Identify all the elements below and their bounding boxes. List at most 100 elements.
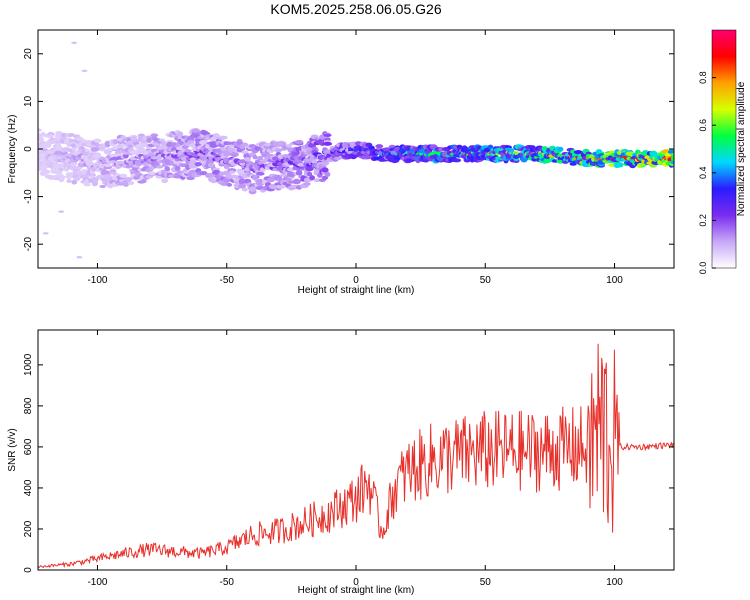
spectrogram-y-tick-label: 20 (23, 48, 34, 60)
spectrogram-cell (248, 186, 257, 192)
spectrogram-cell (186, 176, 195, 181)
spectrogram-cell (306, 171, 313, 177)
spectrogram-cell (71, 179, 78, 185)
spectrogram-cell (321, 167, 329, 173)
spectrogram-x-tick-label: 0 (353, 275, 359, 286)
snr-y-tick-label: 0 (23, 567, 34, 573)
spectrogram-cell (368, 145, 375, 150)
spectrogram-cell (61, 147, 71, 153)
spectrogram-cell (508, 148, 514, 152)
spectrogram-cell (257, 155, 264, 161)
spectrogram-cell (184, 149, 192, 153)
spectrogram-cell (667, 150, 674, 154)
spectrogram-x-tick-label: 50 (480, 275, 492, 286)
colorbar-tick-label: 0.8 (698, 71, 708, 84)
spectrogram-cell (282, 154, 290, 158)
spectrogram-cell (122, 153, 129, 159)
spectrogram-cell (139, 142, 149, 148)
spectrogram-cell (241, 150, 249, 155)
snr-y-tick-label: 400 (23, 479, 34, 496)
spectrogram-cell (309, 175, 315, 181)
spectrogram-cell (625, 151, 635, 156)
spectrogram-cell (54, 170, 63, 176)
spectrogram-cell (99, 184, 106, 189)
spectrogram-cell (38, 136, 45, 142)
colorbar-tick-label: 0.0 (698, 262, 708, 275)
snr-x-axis-label: Height of straight line (km) (298, 585, 415, 596)
colorbar-tick-label: 0.2 (698, 214, 708, 227)
spectrogram-cell (76, 256, 83, 259)
spectrogram-y-ticks: -20 -10 0 10 20 (23, 48, 674, 252)
spectrogram-cell (58, 177, 65, 183)
spectrogram-cell (236, 141, 244, 145)
spectrogram-cell (199, 139, 208, 146)
spectrogram-cell (146, 137, 152, 143)
snr-y-tick-label: 600 (23, 438, 34, 455)
spectrogram-x-axis-label: Height of straight line (km) (298, 285, 415, 296)
colorbar-label: Normalized spectral amplitude (736, 81, 747, 216)
spectrogram-x-tick-label: -50 (220, 275, 235, 286)
snr-series-line (38, 343, 674, 569)
spectrogram-cell (137, 147, 146, 153)
colorbar-ticks: 0.0 0.2 0.4 0.6 0.8 (698, 71, 716, 274)
spectrogram-cell (573, 150, 583, 155)
snr-x-tick-label: 50 (480, 577, 492, 588)
spectrogram-cell (286, 171, 296, 177)
spectrogram-cell (113, 153, 123, 157)
spectrogram-cell (238, 183, 247, 189)
spectrogram-cell (241, 142, 249, 148)
figure-title: KOM5.2025.258.06.05.G26 (270, 1, 441, 17)
spectrogram-x-ticks: -100 -50 0 50 100 (87, 30, 623, 286)
spectrogram-cells (38, 41, 674, 259)
snr-x-tick-label: -100 (87, 577, 107, 588)
spectrogram-cell (452, 158, 462, 163)
snr-y-ticks: 0 200 400 600 800 1000 (23, 353, 674, 573)
spectrogram-cell (294, 139, 304, 145)
spectrogram-cell (57, 163, 65, 168)
spectrogram-cell (195, 168, 202, 173)
spectrogram-cell (292, 179, 301, 185)
spectrogram-cell (670, 160, 674, 165)
colorbar: 0.0 0.2 0.4 0.6 0.8 Normalized spectral ampl… (698, 29, 747, 274)
spectrogram-cell (334, 156, 342, 161)
spectrogram-cell (302, 182, 311, 186)
spectrogram-cell (123, 177, 134, 182)
spectrogram-cell (150, 133, 159, 138)
spectrogram-cell (323, 133, 332, 138)
spectrogram-y-axis-label: Frequency (Hz) (7, 115, 18, 184)
spectrogram-cell (120, 143, 127, 148)
spectrogram-cell (189, 133, 197, 139)
spectrogram-cell (58, 210, 65, 213)
snr-x-tick-label: -50 (220, 577, 235, 588)
spectrogram-cell (177, 131, 184, 137)
spectrogram-cell (148, 171, 156, 176)
spectrogram-cell (311, 159, 318, 165)
spectrogram-cell (54, 133, 63, 139)
spectrogram-cell (155, 165, 164, 169)
spectrogram-cell (125, 164, 132, 169)
snr-panel: -100 -50 0 50 100 0 200 400 600 800 1000 Height o… (7, 329, 675, 596)
spectrogram-cell (58, 167, 64, 172)
spectrogram-cell (252, 174, 258, 181)
spectrogram-cell (56, 142, 62, 149)
spectrogram-y-tick-label: 0 (23, 146, 34, 152)
spectrogram-cell (73, 177, 81, 182)
spectrogram-cell (243, 178, 252, 184)
spectrogram-cell (38, 128, 42, 132)
spectrogram-cell (141, 178, 147, 184)
colorbar-gradient (711, 29, 737, 269)
spectrogram-cell (207, 162, 215, 168)
spectrogram-cell (285, 144, 293, 148)
snr-x-ticks: -100 -50 0 50 100 (87, 330, 623, 588)
spectrogram-cell (256, 171, 265, 176)
spectrogram-cell (79, 146, 85, 150)
spectrogram-cell (111, 146, 120, 150)
spectrogram-y-tick-label: -20 (23, 237, 34, 252)
spectrogram-cell (243, 156, 251, 162)
spectrogram-cell (323, 141, 333, 146)
spectrogram-cell (52, 165, 61, 172)
spectrogram-cell (262, 158, 269, 163)
spectrogram-cell (48, 134, 54, 139)
spectrogram-cell (104, 163, 112, 168)
